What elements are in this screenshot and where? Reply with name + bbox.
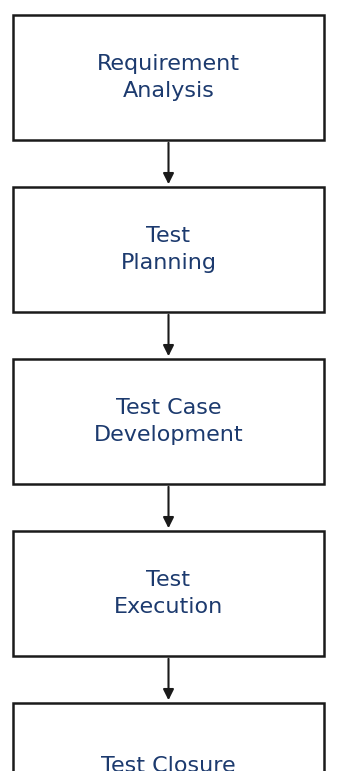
Bar xyxy=(13,15,324,140)
Text: Test
Planning: Test Planning xyxy=(121,227,216,273)
Text: Test Case
Development: Test Case Development xyxy=(94,399,243,445)
Bar xyxy=(13,531,324,656)
Text: Test Closure: Test Closure xyxy=(101,756,236,771)
Bar xyxy=(13,359,324,484)
Bar xyxy=(13,187,324,312)
Text: Test
Execution: Test Execution xyxy=(114,571,223,617)
Bar xyxy=(13,703,324,771)
Text: Requirement
Analysis: Requirement Analysis xyxy=(97,54,240,101)
